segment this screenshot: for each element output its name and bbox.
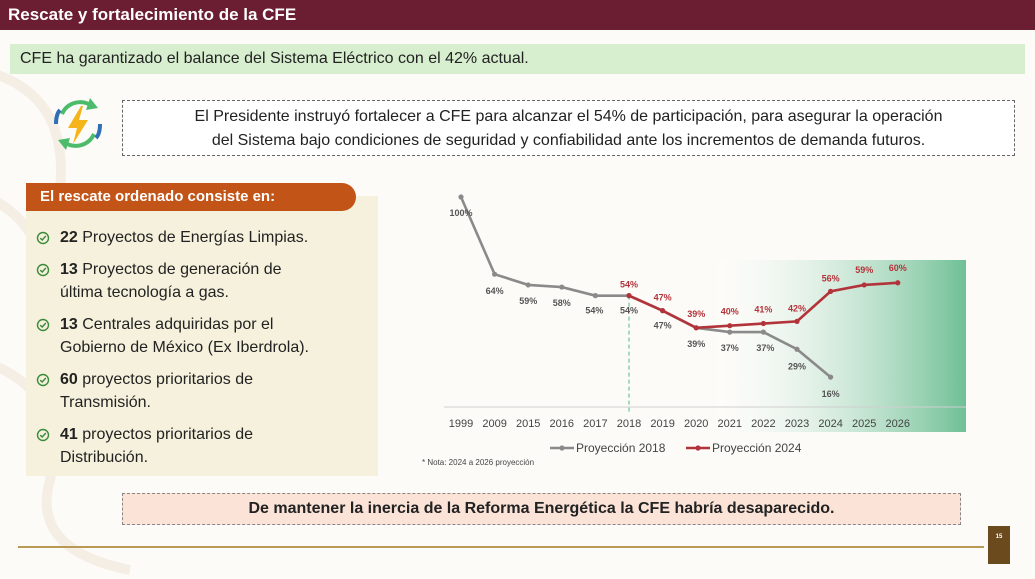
energy-recycle-icon xyxy=(54,98,102,150)
series-2018-point xyxy=(458,194,464,200)
conclusion-box: De mantener la inercia de la Reforma Ene… xyxy=(122,493,961,525)
x-tick-label: 2026 xyxy=(886,418,910,430)
list-item: 13 Proyectos de generación de última tecn… xyxy=(36,258,376,304)
page-header: Rescate y fortalecimiento de la CFE xyxy=(0,0,1035,30)
series-2024-point xyxy=(828,288,834,294)
instruction-box: El Presidente instruyó fortalecer a CFE … xyxy=(122,100,1015,156)
series-2024-point xyxy=(693,325,699,331)
check-circle-icon xyxy=(36,231,50,245)
data-label: 37% xyxy=(721,343,739,353)
item-text-cont: Distribución. xyxy=(60,449,149,466)
data-label: 59% xyxy=(855,265,873,275)
x-tick-label: 2016 xyxy=(550,418,574,430)
data-label: 41% xyxy=(754,305,772,315)
series-2024-point xyxy=(760,320,766,327)
legend-marker xyxy=(695,445,701,451)
projection-area xyxy=(718,260,966,432)
data-label: 54% xyxy=(620,306,638,316)
check-circle-icon xyxy=(36,373,50,387)
x-tick-label: 1999 xyxy=(449,418,473,430)
data-label: 37% xyxy=(756,343,774,353)
x-tick-label: 2019 xyxy=(650,418,674,430)
series-2018-point xyxy=(760,329,766,335)
item-text: Proyectos de generación de xyxy=(77,261,282,278)
data-label: 47% xyxy=(654,293,672,303)
item-count: 13 xyxy=(60,316,78,333)
check-circle-icon xyxy=(36,263,50,277)
x-tick-label: 2015 xyxy=(516,418,540,430)
x-tick-label: 2023 xyxy=(785,418,809,430)
participation-chart: 1999 2009 2015 2016 2017 2018 2019 2020 2021 2022… xyxy=(444,194,966,455)
series-2018-point xyxy=(828,374,834,380)
data-label: 56% xyxy=(822,273,840,283)
item-text-cont: última tecnología a gas. xyxy=(60,284,229,301)
data-label: 54% xyxy=(585,306,603,316)
data-label: 58% xyxy=(553,298,571,308)
data-label: 16% xyxy=(822,389,840,399)
item-count: 13 xyxy=(60,261,78,278)
series-2018-point xyxy=(492,271,498,277)
footer-divider xyxy=(18,546,984,548)
item-count: 41 xyxy=(60,426,78,443)
item-text-cont: Gobierno de México (Ex Iberdrola). xyxy=(60,339,309,356)
x-tick-label: 2022 xyxy=(751,418,775,430)
data-label: 100% xyxy=(449,208,472,218)
series-2018-point xyxy=(525,282,531,288)
rescue-list: 22 Proyectos de Energías Limpias. 13 Pro… xyxy=(36,226,376,478)
data-label: 29% xyxy=(788,361,806,371)
item-count: 60 xyxy=(60,371,78,388)
series-2018-point xyxy=(592,293,598,299)
x-tick-label: 2020 xyxy=(684,418,708,430)
series-2024-point xyxy=(626,293,632,299)
page-number: 15 xyxy=(988,526,1010,564)
item-text: Proyectos de Energías Limpias. xyxy=(77,229,309,246)
list-item: 22 Proyectos de Energías Limpias. xyxy=(36,226,376,249)
data-label: 39% xyxy=(687,309,705,319)
balance-banner: CFE ha garantizado el balance del Sistem… xyxy=(10,44,1025,74)
data-label: 40% xyxy=(721,307,739,317)
list-item: 13 Centrales adquiridas por el Gobierno d… xyxy=(36,313,376,359)
x-tick-label: 2018 xyxy=(617,418,641,430)
x-tick-label: 2021 xyxy=(718,418,742,430)
data-label: 47% xyxy=(654,321,672,331)
item-text: proyectos prioritarios de xyxy=(77,426,253,443)
instruction-line-2: del Sistema bajo condiciones de segurida… xyxy=(211,132,926,149)
item-text-cont: Transmisión. xyxy=(60,394,151,411)
series-2024-point xyxy=(660,308,666,314)
series-2024-point xyxy=(794,318,800,324)
data-label: 54% xyxy=(620,280,638,290)
data-label: 42% xyxy=(788,303,806,313)
item-text: proyectos prioritarios de xyxy=(77,371,253,388)
data-label: 59% xyxy=(519,296,537,306)
data-label: 60% xyxy=(889,263,907,273)
item-count: 22 xyxy=(60,229,78,246)
legend-label: Proyección 2024 xyxy=(712,441,802,455)
check-circle-icon xyxy=(36,318,50,332)
data-label: 64% xyxy=(486,286,504,296)
chart-note: * Nota: 2024 a 2026 proyección xyxy=(422,458,535,467)
series-2018-point xyxy=(794,346,800,352)
rescue-title: El rescate ordenado consiste en: xyxy=(26,183,356,211)
legend-marker xyxy=(559,445,565,451)
x-tick-label: 2025 xyxy=(852,418,876,430)
list-item: 41 proyectos prioritarios de Distribución… xyxy=(36,423,376,469)
series-2024-point xyxy=(895,280,901,286)
series-2024-point xyxy=(727,323,733,329)
series-2018-point xyxy=(727,329,733,335)
series-2018-point xyxy=(559,284,565,290)
x-tick-label: 2017 xyxy=(583,418,607,430)
x-tick-label: 2024 xyxy=(818,418,842,430)
item-text: Centrales adquiridas por el xyxy=(77,316,274,333)
check-circle-icon xyxy=(36,428,50,442)
instruction-line-1: El Presidente instruyó fortalecer a CFE … xyxy=(194,108,943,125)
series-2024-point xyxy=(861,282,867,288)
x-tick-label: 2009 xyxy=(482,418,506,430)
legend-label: Proyección 2018 xyxy=(576,441,666,455)
data-label: 39% xyxy=(687,339,705,349)
rescue-panel xyxy=(26,196,378,476)
list-item: 60 proyectos prioritarios de Transmisión. xyxy=(36,368,376,414)
